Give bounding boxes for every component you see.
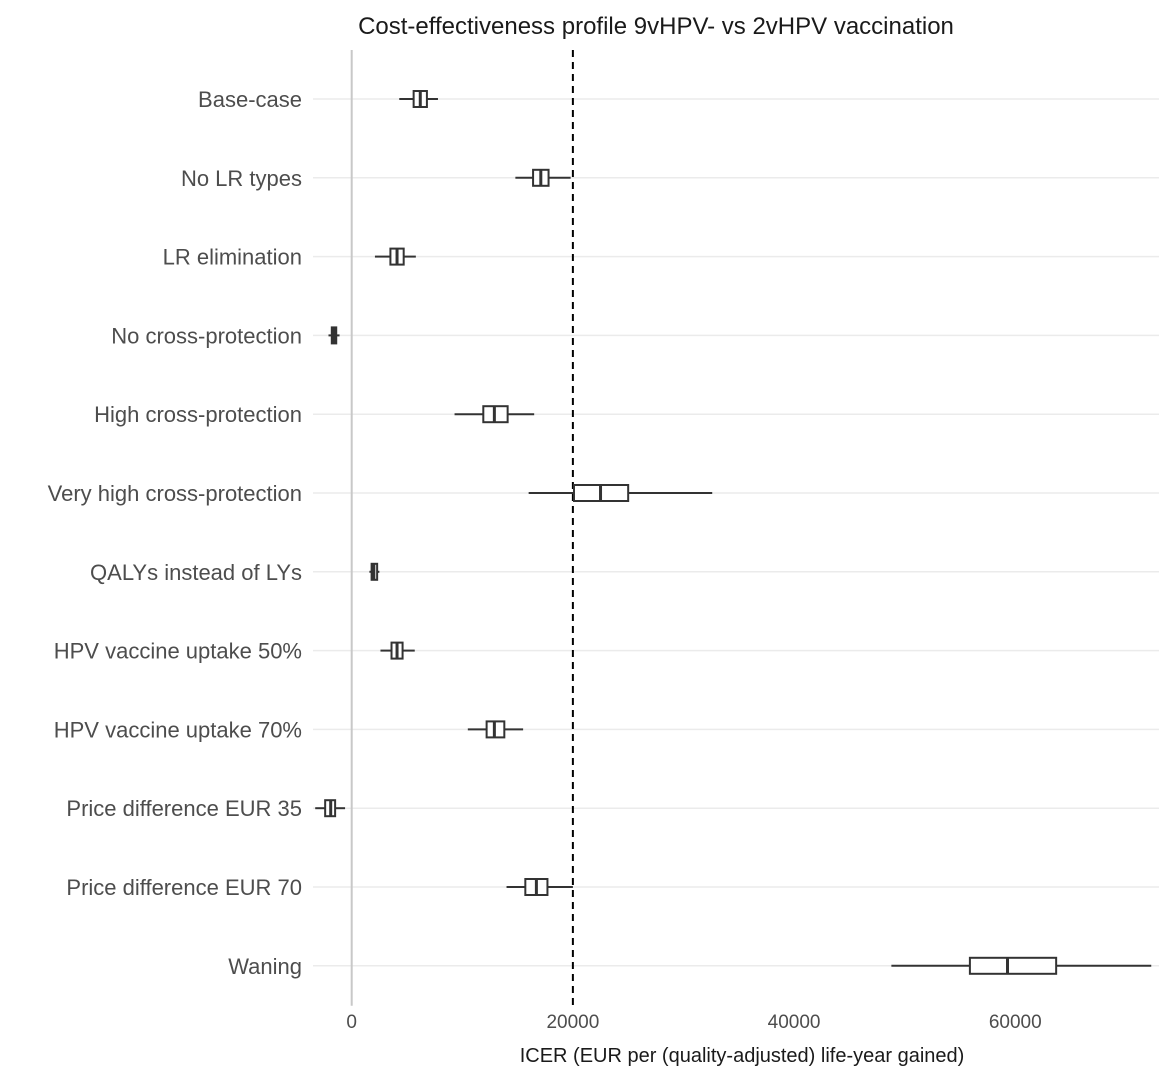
boxplot-item [328, 326, 340, 345]
chart-title: Cost-effectiveness profile 9vHPV- vs 2vH… [358, 13, 954, 40]
category-label: HPV vaccine uptake 70% [54, 717, 302, 742]
x-tick-label: 0 [346, 1012, 357, 1033]
category-labels: Base-case No LR types LR elimination No cro… [48, 87, 302, 979]
boxplot-item [506, 878, 573, 896]
category-label: No cross-protection [111, 323, 302, 348]
boxplot-item [315, 799, 346, 818]
category-label: HPV vaccine uptake 50% [54, 639, 302, 664]
category-label: LR elimination [163, 245, 302, 270]
category-label: Price difference EUR 35 [66, 796, 302, 821]
boxplot-item [891, 956, 1152, 975]
boxplot-item [528, 484, 713, 502]
x-tick-label: 40000 [768, 1012, 821, 1033]
boxplot-item [380, 641, 415, 660]
category-label: No LR types [181, 166, 302, 191]
boxplot-item [369, 562, 380, 581]
category-label: Price difference EUR 70 [66, 875, 302, 900]
x-tick-label: 60000 [989, 1012, 1042, 1033]
boxplot-item [454, 405, 535, 424]
category-label: High cross-protection [94, 402, 302, 427]
box-layer [315, 90, 1152, 975]
boxplot-item [467, 720, 524, 739]
category-label: Waning [228, 954, 302, 979]
category-label: Very high cross-protection [48, 481, 302, 506]
category-label: Base-case [198, 87, 302, 112]
x-axis-title: ICER (EUR per (quality-adjusted) life-ye… [520, 1045, 965, 1067]
reference-layer [350, 50, 574, 1006]
x-tick-label: 20000 [546, 1012, 599, 1033]
category-label: QALYs instead of LYs [90, 560, 302, 585]
boxplot-item [399, 90, 438, 108]
x-axis-ticks: 0 20000 40000 60000 [346, 1012, 1041, 1033]
iqr-box [968, 956, 1058, 975]
boxplot-item [515, 168, 571, 187]
boxplot-item [374, 247, 416, 266]
grid-layer [313, 98, 1159, 967]
